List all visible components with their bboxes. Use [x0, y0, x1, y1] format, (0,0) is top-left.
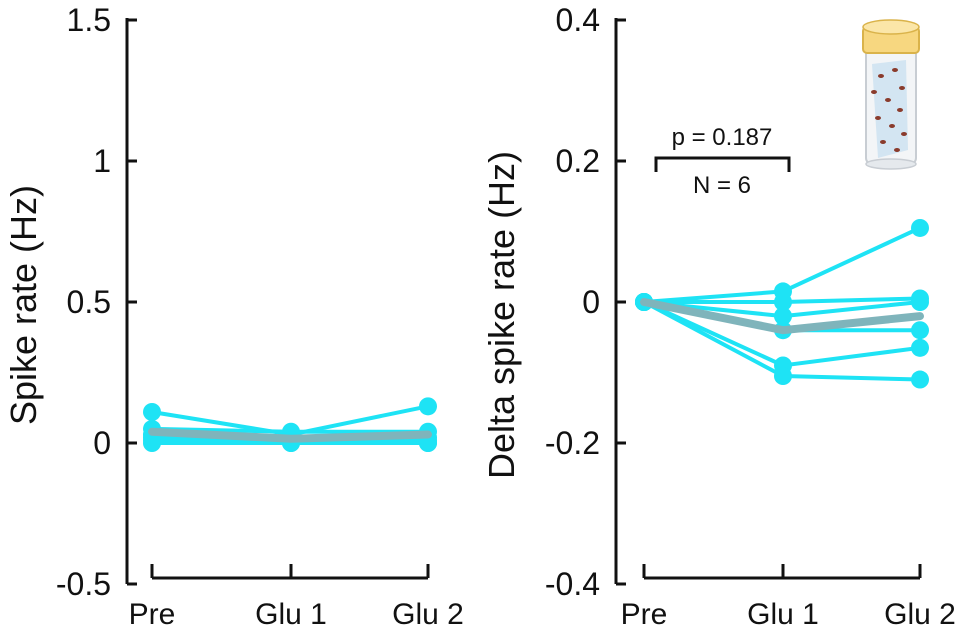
x-tick-label: Glu 2: [392, 598, 464, 631]
significance-bracket: [654, 156, 791, 172]
panel-delta-spike-rate: -0.4 -0.2 0 0.2 0.4 Pre Glu 1 Glu 2 Delta spik…: [481, 2, 956, 631]
data-point: [911, 338, 929, 357]
data-point: [774, 367, 792, 386]
y-tick-label: -0.5: [56, 566, 111, 602]
data-point: [774, 293, 792, 311]
data-point: [911, 321, 929, 340]
data-point: [911, 370, 929, 389]
y-tick-label: 0.4: [556, 2, 600, 38]
p-value-label: p = 0.187: [672, 124, 773, 151]
x-tick-label: Pre: [129, 598, 176, 631]
data-point: [774, 307, 792, 326]
y-tick-label: -0.4: [545, 566, 600, 602]
mean-line: [640, 298, 924, 335]
y-axis-title: Delta spike rate (Hz): [481, 151, 522, 479]
y-tick-label: 0.2: [556, 143, 600, 179]
data-point: [419, 397, 437, 416]
y-tick-label: -0.2: [545, 425, 600, 461]
mean-line: [148, 427, 432, 443]
panel-spike-rate: -0.5 0 0.5 1 1.5 Pre Glu 1 Glu 2 Spike rate (H…: [3, 2, 464, 631]
y-tick-label: 1: [93, 143, 111, 179]
data-point: [143, 402, 161, 421]
n-label: N = 6: [693, 172, 751, 199]
data-point: [911, 293, 929, 311]
y-axis-title: Spike rate (Hz): [3, 185, 44, 425]
data-point: [911, 218, 929, 237]
x-tick-label: Glu 1: [747, 598, 819, 631]
x-tick-label: Pre: [621, 598, 668, 631]
x-tick-label: Glu 2: [884, 598, 956, 631]
y-tick-label: 0: [582, 284, 600, 320]
y-tick-label: 0.5: [67, 284, 111, 320]
y-tick-label: 0: [93, 425, 111, 461]
y-tick-label: 1.5: [67, 2, 111, 38]
data-point: [143, 434, 161, 452]
vial-with-flies-icon: [862, 19, 920, 170]
x-tick-label: Glu 1: [255, 598, 327, 631]
